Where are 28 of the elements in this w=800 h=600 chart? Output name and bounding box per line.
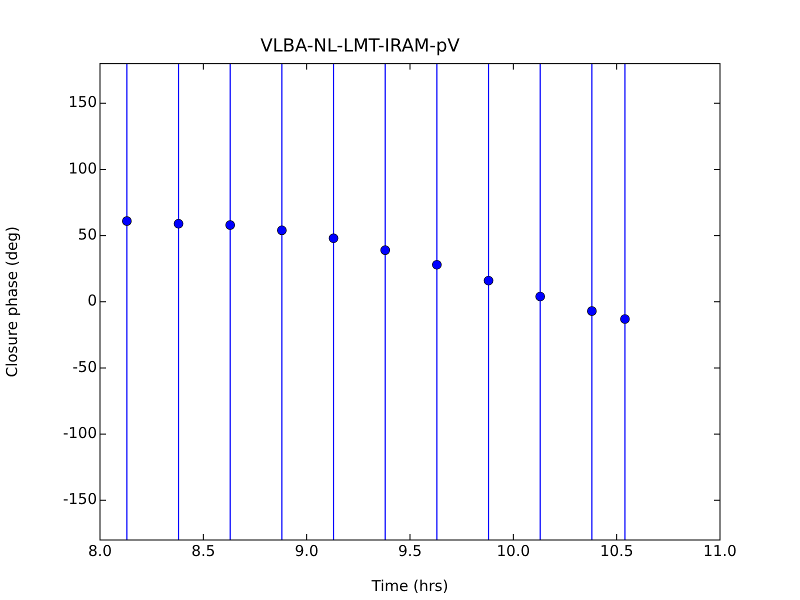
- y-tick-label: 100: [68, 159, 97, 178]
- y-tick-label: 150: [68, 93, 97, 112]
- x-tick-label: 10.5: [600, 542, 634, 560]
- x-tick-label: 9.5: [398, 542, 422, 560]
- x-axis-title: Time (hrs): [370, 576, 448, 595]
- point: [380, 245, 390, 255]
- y-tick-label: 0: [87, 292, 97, 310]
- x-tick-label: 11.0: [703, 542, 737, 560]
- point: [174, 218, 184, 229]
- x-tick-label: 8.0: [88, 542, 112, 560]
- point: [620, 314, 630, 324]
- point: [328, 233, 338, 244]
- y-tick-label: -150: [62, 490, 97, 508]
- y-axis-title: Closure phase (deg): [2, 226, 21, 378]
- x-tick-label: 9.0: [294, 542, 319, 560]
- point: [432, 260, 442, 270]
- x-tick-label: 8.5: [191, 542, 216, 560]
- point: [484, 276, 494, 286]
- chart-title: VLBA-NL-LMT-IRAM-pV: [260, 35, 460, 56]
- x-tick-label: 10.0: [496, 542, 530, 560]
- point: [277, 226, 287, 236]
- y-tick-label: -100: [62, 424, 97, 442]
- point: [587, 306, 597, 316]
- point: [225, 220, 235, 230]
- y-tick-label: -50: [72, 358, 97, 376]
- y-tick-label: 50: [78, 226, 97, 244]
- point: [122, 216, 132, 226]
- point: [535, 292, 545, 302]
